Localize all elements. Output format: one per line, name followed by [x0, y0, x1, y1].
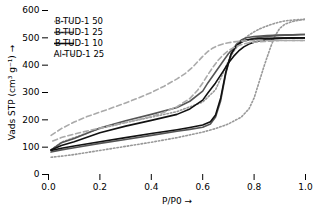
svg-text:B-TUD-1 50: B-TUD-1 50: [55, 16, 103, 26]
svg-text:0: 0: [34, 169, 40, 179]
svg-text:Vads STP (cm³ g⁻¹) →: Vads STP (cm³ g⁻¹) →: [7, 44, 17, 140]
svg-text:B-TUD-1 25: B-TUD-1 25: [55, 27, 103, 37]
svg-text:100: 100: [22, 142, 39, 152]
svg-text:0.4: 0.4: [144, 182, 159, 192]
svg-text:600: 600: [22, 5, 39, 15]
svg-text:P/P0 →: P/P0 →: [162, 196, 192, 206]
svg-text:0.6: 0.6: [196, 182, 211, 192]
svg-text:300: 300: [22, 87, 39, 97]
svg-text:B-TUD-1 10: B-TUD-1 10: [55, 38, 103, 48]
svg-text:0.0: 0.0: [41, 182, 56, 192]
svg-text:1.0: 1.0: [298, 182, 313, 192]
svg-text:400: 400: [22, 60, 39, 70]
svg-text:500: 500: [22, 33, 39, 43]
svg-text:0.2: 0.2: [93, 182, 107, 192]
svg-text:0.8: 0.8: [247, 182, 262, 192]
svg-text:Al-TUD-1 25: Al-TUD-1 25: [54, 49, 104, 59]
svg-text:200: 200: [22, 115, 39, 125]
